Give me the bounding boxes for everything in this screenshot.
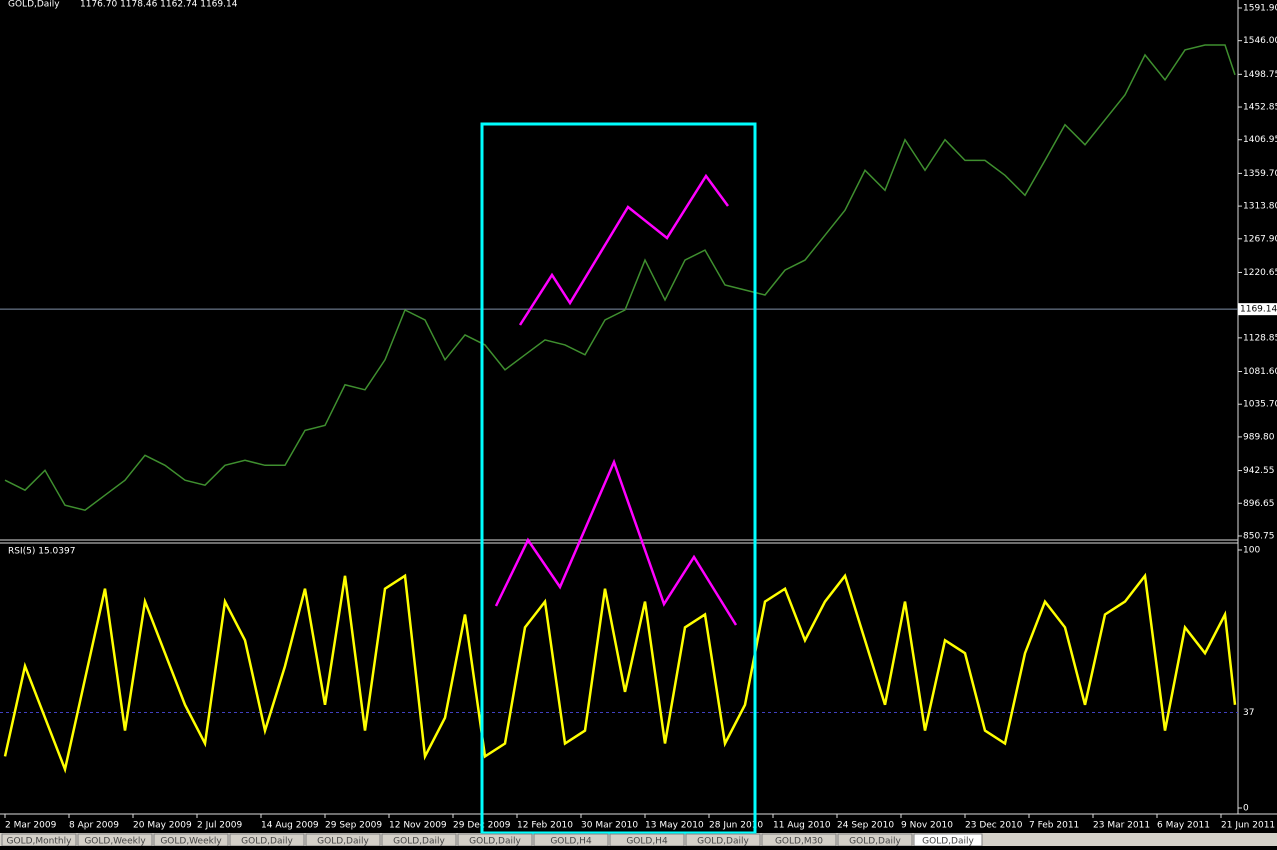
x-tick-label: 23 Mar 2011: [1093, 821, 1150, 831]
x-tick-label: 11 Aug 2010: [773, 821, 831, 831]
x-tick-label: 12 Nov 2009: [389, 821, 447, 831]
tab-label[interactable]: GOLD,Daily: [317, 837, 369, 847]
current-price-label: 1169.14: [1240, 305, 1277, 315]
tab-label[interactable]: GOLD,Monthly: [7, 837, 73, 847]
tab-label[interactable]: GOLD,Daily: [241, 837, 293, 847]
header-symbol: GOLD,Daily: [8, 0, 60, 10]
x-tick-label: 24 Sep 2010: [837, 821, 894, 831]
y-tick-label: 1546.00: [1243, 36, 1277, 46]
y-tick-label: 850.75: [1243, 531, 1275, 541]
y-tick-label: 989.80: [1243, 432, 1275, 442]
x-tick-label: 13 May 2010: [645, 821, 704, 831]
x-tick-label: 23 Dec 2010: [965, 821, 1023, 831]
y-tick-label: 1220.65: [1243, 268, 1277, 278]
rsi-trend-arrow: [494, 458, 738, 626]
y-tick-label: 942.55: [1243, 466, 1275, 476]
x-tick-label: 14 Aug 2009: [261, 821, 319, 831]
header-ohlc: 1176.70 1178.46 1162.74 1169.14: [80, 0, 238, 10]
tab-label[interactable]: GOLD,Weekly: [160, 837, 222, 847]
x-tick-label: 9 Nov 2010: [901, 821, 953, 831]
y-tick-label: 1128.85: [1243, 333, 1277, 343]
y-tick-label: 1035.70: [1243, 400, 1277, 410]
tab-label[interactable]: GOLD,Daily: [922, 837, 974, 847]
tab-label[interactable]: GOLD,Daily: [469, 837, 521, 847]
x-tick-label: 21 Jun 2011: [1221, 821, 1275, 831]
tab-label[interactable]: GOLD,Daily: [849, 837, 901, 847]
tab-label[interactable]: GOLD,Daily: [393, 837, 445, 847]
indicator-title: RSI(5) 15.0397: [8, 547, 75, 557]
series-line: [3, 572, 1237, 774]
highlight-box: [480, 122, 757, 835]
tab-label[interactable]: GOLD,H4: [550, 837, 592, 847]
x-tick-label: 12 Feb 2010: [517, 821, 573, 831]
y-tick-label: 1591.90: [1243, 3, 1277, 13]
y-tick-label: 100: [1243, 546, 1260, 556]
y-tick-label: 1081.60: [1243, 367, 1277, 377]
tab-label[interactable]: GOLD,Daily: [697, 837, 749, 847]
x-tick-label: 2 Mar 2009: [5, 821, 57, 831]
y-tick-label: 1498.75: [1243, 70, 1277, 80]
price-trend-arrow: [518, 173, 730, 326]
tab-label[interactable]: GOLD,M30: [775, 837, 823, 847]
x-tick-label: 28 Jun 2010: [709, 821, 763, 831]
y-tick-label: 1452.85: [1243, 103, 1277, 113]
y-tick-label: 0: [1243, 804, 1249, 814]
current-price-box: [1238, 303, 1277, 316]
x-tick-label: 2 Jul 2009: [197, 821, 242, 831]
y-tick-label: 1267.90: [1243, 234, 1277, 244]
y-tick-label: 896.65: [1243, 499, 1275, 509]
y-tick-label: 1406.95: [1243, 135, 1277, 145]
x-tick-label: 7 Feb 2011: [1029, 821, 1079, 831]
x-tick-label: 6 May 2011: [1157, 821, 1210, 831]
x-tick-label: 20 May 2009: [133, 821, 192, 831]
y-tick-label: 1359.70: [1243, 169, 1277, 179]
x-tick-label: 29 Sep 2009: [325, 821, 382, 831]
y-tick-label: 1313.80: [1243, 202, 1277, 212]
tab-label[interactable]: GOLD,H4: [626, 837, 668, 847]
series-line: [4, 44, 1236, 512]
tab-label[interactable]: GOLD,Weekly: [84, 837, 146, 847]
x-tick-label: 30 Mar 2010: [581, 821, 638, 831]
level-label: 37: [1243, 708, 1254, 718]
x-tick-label: 8 Apr 2009: [69, 821, 119, 831]
